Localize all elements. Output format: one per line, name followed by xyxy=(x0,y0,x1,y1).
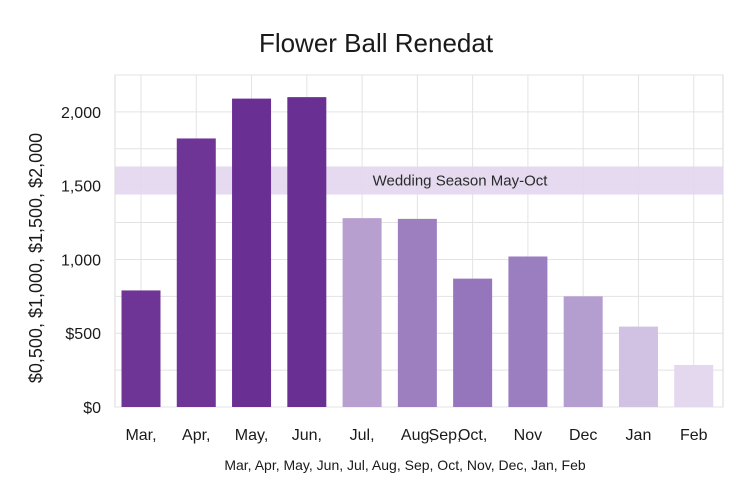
x-tick-label: Jan xyxy=(626,427,652,444)
x-tick-labels: Mar, Apr, May, Jun, Jul, Aug, Oct, Nov Dec Jan Feb… xyxy=(125,427,707,444)
y-tick-labels: $0 $500 1,000 1,500 2,000 xyxy=(61,105,101,417)
chart-title: Flower Ball Renedat xyxy=(259,28,494,58)
bar xyxy=(121,290,161,407)
x-tick-label: Feb xyxy=(680,427,708,444)
annotation-band: Wedding Season May-Oct xyxy=(115,166,723,195)
bar xyxy=(287,97,327,407)
bar xyxy=(176,138,216,407)
bar xyxy=(232,98,272,407)
y-tick-label: 2,000 xyxy=(61,105,101,122)
y-tick-label: 1,500 xyxy=(61,179,101,196)
x-tick-label: Mar, xyxy=(125,427,156,444)
y-axis-label: $0,500, $1,000, $1,500, $2,000 xyxy=(26,133,46,383)
x-tick-label: Dec xyxy=(569,427,597,444)
x-tick-label: Jul, xyxy=(350,427,375,444)
x-tick-label: Sep, xyxy=(429,427,462,444)
x-tick-label: Aug, xyxy=(401,427,434,444)
x-tick-label: Nov xyxy=(514,427,542,444)
x-tick-label: Apr, xyxy=(182,427,210,444)
bar xyxy=(397,218,437,407)
x-tick-label: May, xyxy=(235,427,268,444)
y-tick-label: 1,000 xyxy=(61,252,101,269)
bar xyxy=(342,218,382,407)
annotation-band-fill xyxy=(115,166,723,195)
y-tick-label: $500 xyxy=(65,326,101,343)
x-tick-label: Jun, xyxy=(292,427,322,444)
x-tick-label: Oct, xyxy=(458,427,487,444)
x-axis-label: Mar, Apr, May, Jun, Jul, Aug, Sep, Oct, … xyxy=(224,457,586,473)
annotation-band-label: Wedding Season May-Oct xyxy=(373,173,549,190)
bar xyxy=(508,256,548,407)
bar xyxy=(563,296,603,407)
y-tick-label: $0 xyxy=(83,400,101,417)
bar xyxy=(618,326,658,407)
bar xyxy=(453,278,493,407)
bar xyxy=(674,364,714,407)
bars xyxy=(121,97,714,407)
